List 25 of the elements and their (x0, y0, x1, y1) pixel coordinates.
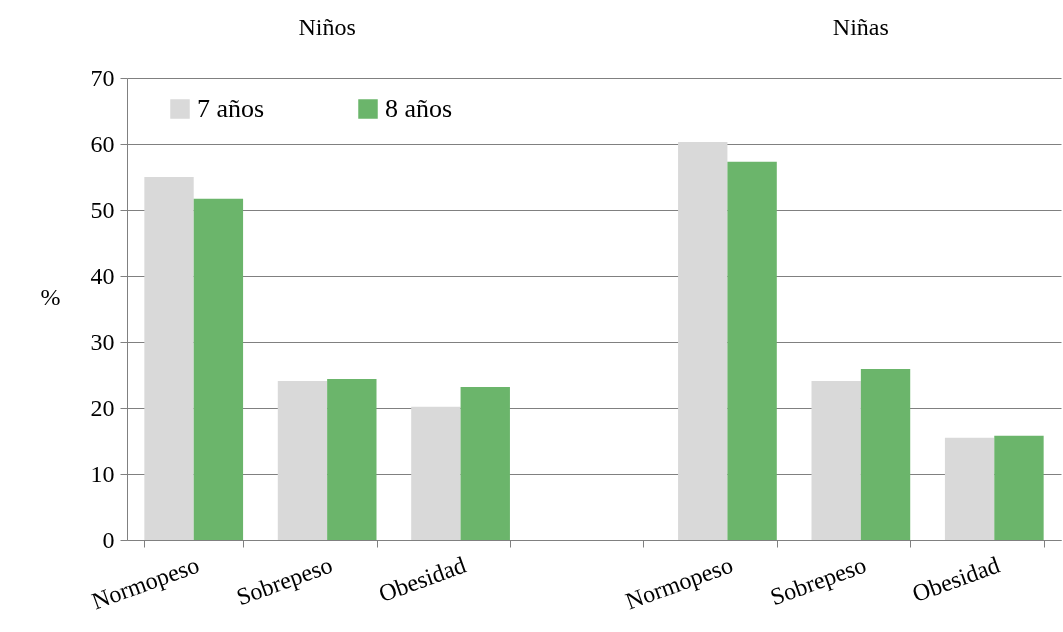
bar (994, 435, 1044, 540)
bar (678, 142, 728, 540)
y-tick-label: 20 (90, 394, 115, 421)
legend-label: 8 años (385, 94, 453, 123)
y-axis-title: % (40, 283, 61, 310)
y-tick-label: 70 (90, 64, 115, 91)
text: Niños (298, 14, 356, 40)
bar (327, 378, 377, 540)
bar (144, 177, 194, 540)
bar (811, 380, 861, 540)
legend-label: 7 años (197, 94, 265, 123)
bar (727, 161, 777, 540)
y-tick-label: 40 (90, 262, 115, 289)
y-tick-label: 50 (90, 196, 115, 223)
bar (860, 369, 911, 540)
bar (460, 386, 510, 540)
bar (411, 406, 461, 540)
text: Niñas (832, 14, 889, 40)
bar (193, 198, 244, 540)
y-tick-label: 30 (90, 328, 115, 355)
y-tick-label: 0 (102, 526, 115, 553)
bar (277, 380, 328, 540)
y-tick-label: 60 (90, 130, 115, 157)
bar (944, 437, 995, 540)
y-tick-label: 10 (90, 460, 115, 487)
